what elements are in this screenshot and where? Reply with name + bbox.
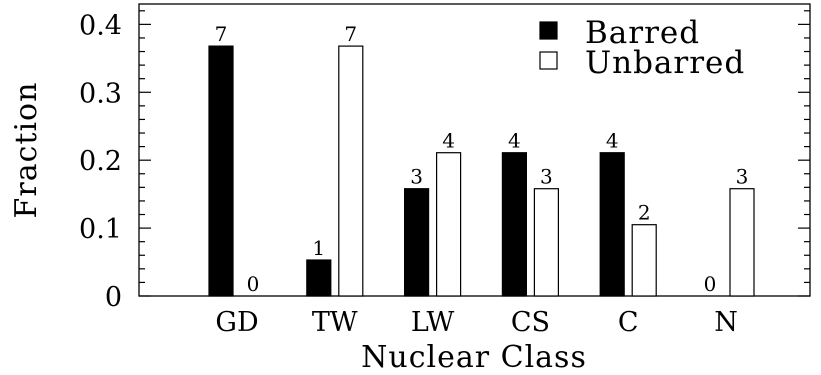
count-label-unbarred-gd: 0 — [247, 272, 260, 296]
bar-barred-c — [599, 152, 625, 297]
count-label-barred-lw: 3 — [410, 165, 423, 189]
bar-unbarred-lw — [436, 152, 462, 297]
legend-label-unbarred: Unbarred — [585, 45, 745, 81]
count-label-unbarred-c: 2 — [638, 201, 651, 225]
category-label-c: C — [618, 307, 639, 338]
legend-swatch-unbarred — [539, 51, 558, 70]
count-label-barred-cs: 4 — [508, 129, 521, 153]
y-tick-label: 0.2 — [79, 146, 122, 177]
category-label-cs: CS — [511, 307, 550, 338]
count-label-unbarred-n: 3 — [736, 165, 749, 189]
y-tick-label: 0.1 — [79, 214, 122, 245]
bar-barred-tw — [306, 259, 332, 297]
y-tick-label: 0.3 — [79, 78, 122, 109]
category-label-gd: GD — [215, 307, 258, 338]
count-label-barred-tw: 1 — [312, 236, 325, 260]
y-tick-label: 0 — [105, 282, 122, 313]
bars — [208, 45, 755, 297]
category-labels: GD TW LW CS C N — [215, 307, 737, 338]
count-label-unbarred-cs: 3 — [540, 165, 553, 189]
bar-barred-cs — [501, 152, 527, 297]
bar-unbarred-c — [631, 224, 657, 297]
axis-ticks — [139, 10, 810, 297]
count-label-unbarred-tw: 7 — [344, 22, 357, 46]
y-axis-title: Fraction — [9, 82, 44, 219]
plot-frame — [138, 3, 811, 297]
y-tick-labels: 0 0.1 0.2 0.3 0.4 — [79, 10, 122, 313]
bar-unbarred-tw — [338, 45, 364, 297]
bar-unbarred-n — [729, 188, 755, 297]
count-label-barred-c: 4 — [606, 129, 619, 153]
category-label-n: N — [714, 307, 738, 338]
category-label-tw: TW — [312, 307, 358, 338]
legend-label-barred: Barred — [585, 15, 700, 51]
count-label-unbarred-lw: 4 — [442, 129, 455, 153]
count-label-barred-n: 0 — [704, 272, 717, 296]
bar-barred-lw — [404, 188, 430, 297]
legend: Barred Unbarred — [539, 15, 745, 81]
category-label-lw: LW — [411, 307, 455, 338]
count-label-barred-gd: 7 — [215, 22, 228, 46]
y-tick-label: 0.4 — [79, 10, 122, 41]
x-axis-title: Nuclear Class — [361, 340, 587, 375]
bar-unbarred-cs — [533, 188, 560, 297]
legend-swatch-barred — [539, 21, 558, 40]
bar-barred-gd — [208, 45, 234, 297]
